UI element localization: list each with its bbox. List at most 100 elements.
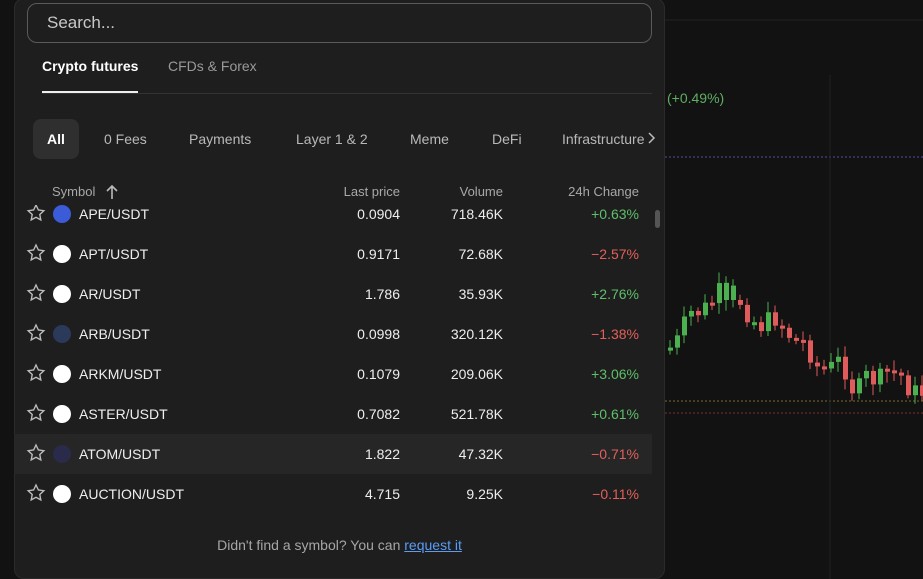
coin-icon <box>53 325 71 343</box>
candle-body <box>724 282 729 300</box>
candle-body <box>710 302 715 306</box>
column-header[interactable]: Volume <box>459 184 503 199</box>
tab[interactable]: Crypto futures <box>42 58 139 74</box>
volume: 718.46K <box>450 206 503 222</box>
row-icons <box>26 363 71 383</box>
change: +0.61% <box>591 406 639 422</box>
symbol-row[interactable]: ARKM/USDT 0.1079 209.06K +3.06% <box>14 354 652 394</box>
symbol: AR/USDT <box>79 286 141 302</box>
row-icons <box>26 283 71 303</box>
star[interactable] <box>26 323 46 342</box>
volume: 521.78K <box>450 406 503 422</box>
filter-chip[interactable]: Infrastructure <box>562 131 645 147</box>
symbol-panel <box>14 0 665 579</box>
coin-icon <box>53 245 71 263</box>
symbol-row[interactable]: AUCTION/USDT 4.715 9.25K −0.11% <box>14 474 652 514</box>
filter-chip[interactable]: Meme <box>410 131 449 147</box>
star[interactable] <box>26 403 46 422</box>
filter-chip[interactable]: Payments <box>189 131 252 147</box>
candle-body <box>703 302 708 316</box>
search-input[interactable]: Search... <box>27 3 652 43</box>
symbol-row[interactable]: ASTER/USDT 0.7082 521.78K +0.61% <box>14 394 652 434</box>
scrollbar[interactable] <box>655 210 660 228</box>
candle-body <box>773 312 778 326</box>
last-price: 0.0998 <box>357 326 400 342</box>
candle-body <box>801 339 806 343</box>
candle-body <box>675 335 680 348</box>
last-price: 1.786 <box>364 286 400 302</box>
star[interactable] <box>26 483 46 502</box>
candle-body <box>829 361 834 369</box>
filter-chip[interactable]: Layer 1 & 2 <box>296 131 368 147</box>
candle-body <box>885 368 890 372</box>
volume: 9.25K <box>466 486 503 502</box>
row-icons <box>26 443 71 463</box>
candle-body <box>906 375 911 396</box>
row-icons <box>26 243 71 263</box>
last-price: 0.1079 <box>357 366 400 382</box>
candle-body <box>815 362 820 367</box>
row-icons <box>26 403 71 423</box>
change: +0.63% <box>591 206 639 222</box>
column-header[interactable]: Last price <box>343 184 400 199</box>
filter-chip[interactable]: All <box>33 119 79 159</box>
symbol-row[interactable]: APT/USDT 0.9171 72.68K −2.57% <box>14 234 652 274</box>
candle-body <box>857 378 862 394</box>
symbol: APE/USDT <box>79 206 150 222</box>
coin-icon <box>53 485 71 503</box>
last-price: 1.822 <box>364 446 400 462</box>
candle-body <box>878 368 883 385</box>
candle-body <box>689 310 694 317</box>
volume: 320.12K <box>450 326 503 342</box>
candle-body <box>794 337 799 341</box>
symbol-row[interactable]: ATOM/USDT 1.822 47.32K −0.71% <box>14 434 652 474</box>
candle-body <box>738 300 743 305</box>
star[interactable] <box>26 443 46 462</box>
symbol-row[interactable]: APE/USDT 0.0904 718.46K +0.63% <box>14 205 652 234</box>
filter-chip[interactable]: DeFi <box>492 131 522 147</box>
request-link[interactable]: request it <box>404 537 462 553</box>
coin-icon <box>53 205 71 223</box>
star[interactable] <box>26 205 46 222</box>
coin-icon <box>53 285 71 303</box>
filter-chip[interactable]: 0 Fees <box>104 131 147 147</box>
candle-body <box>822 366 827 370</box>
star[interactable] <box>26 363 46 382</box>
star[interactable] <box>26 243 46 262</box>
star[interactable] <box>26 283 46 302</box>
candle-body <box>696 310 701 316</box>
candle-body <box>864 370 869 379</box>
symbol-row[interactable]: AR/USDT 1.786 35.93K +2.76% <box>14 274 652 314</box>
symbol-list: APE/USDT 0.0904 718.46K +0.63% APT/USDT 0.917… <box>14 205 654 515</box>
column-header[interactable]: 24h Change <box>568 184 639 199</box>
volume: 209.06K <box>450 366 503 382</box>
symbol: AUCTION/USDT <box>79 486 184 502</box>
row-icons <box>26 483 71 503</box>
candle-body <box>766 312 771 332</box>
symbol-row[interactable]: ARB/USDT 0.0998 320.12K −1.38% <box>14 314 652 354</box>
candle-body <box>836 356 841 362</box>
last-price: 4.715 <box>364 486 400 502</box>
symbol: ARB/USDT <box>79 326 150 342</box>
column-header[interactable]: Symbol <box>52 184 96 199</box>
candle-body <box>913 385 918 396</box>
tab[interactable]: CFDs & Forex <box>168 58 257 74</box>
last-price: 0.7082 <box>357 406 400 422</box>
footer-text: Didn't find a symbol? You can <box>217 537 401 553</box>
scroll-right[interactable] <box>645 130 659 146</box>
symbol: ASTER/USDT <box>79 406 168 422</box>
sort-icon[interactable] <box>104 184 120 200</box>
candle-body <box>682 316 687 336</box>
candle-body <box>787 327 792 338</box>
candle-body <box>759 322 764 332</box>
row-icons <box>26 323 71 343</box>
symbol: APT/USDT <box>79 246 149 262</box>
coin-icon <box>53 365 71 383</box>
symbol: ATOM/USDT <box>79 446 161 462</box>
candle-body <box>892 370 897 374</box>
candle-body <box>899 372 904 376</box>
coin-icon <box>53 405 71 423</box>
candle-body <box>717 283 722 304</box>
